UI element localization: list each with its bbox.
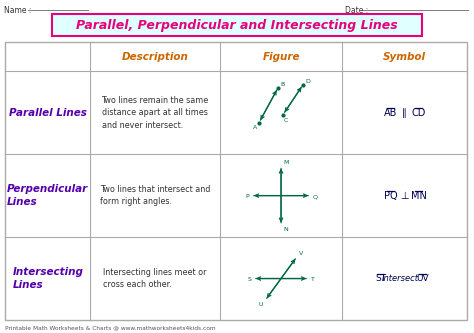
Text: Parallel Lines: Parallel Lines <box>9 108 87 118</box>
Text: U: U <box>258 302 263 307</box>
Text: Perpendicular
Lines: Perpendicular Lines <box>7 184 88 207</box>
Text: Two lines remain the same
distance apart at all times
and never intersect.: Two lines remain the same distance apart… <box>101 96 209 130</box>
Text: UV: UV <box>416 274 429 283</box>
Text: T: T <box>311 277 315 282</box>
Text: P: P <box>246 194 249 199</box>
Text: CD: CD <box>411 108 426 118</box>
Text: Two lines that intersect and
form right angles.: Two lines that intersect and form right … <box>100 185 210 206</box>
Text: C: C <box>284 118 288 123</box>
Text: V: V <box>299 250 303 255</box>
Text: MN: MN <box>410 190 427 200</box>
Text: A: A <box>253 125 257 130</box>
Text: D: D <box>305 79 310 84</box>
Text: Intersect: Intersect <box>382 274 419 283</box>
Text: Date :: Date : <box>345 6 368 15</box>
Text: Intersecting lines meet or
cross each other.: Intersecting lines meet or cross each ot… <box>103 268 207 289</box>
Text: B: B <box>280 82 284 87</box>
Text: AB: AB <box>384 108 397 118</box>
FancyBboxPatch shape <box>52 14 422 36</box>
Text: ∥: ∥ <box>402 108 407 118</box>
Text: M: M <box>283 160 288 165</box>
Text: Intersecting
Lines: Intersecting Lines <box>12 267 83 290</box>
Text: N: N <box>283 226 288 231</box>
Text: Description: Description <box>122 52 189 62</box>
Text: S: S <box>247 277 251 282</box>
Text: ST: ST <box>375 274 386 283</box>
Text: Name :: Name : <box>4 6 31 15</box>
Text: Printable Math Worksheets & Charts @ www.mathworksheets4kids.com: Printable Math Worksheets & Charts @ www… <box>5 325 216 330</box>
Text: ⊥: ⊥ <box>401 190 409 200</box>
Text: Figure: Figure <box>262 52 300 62</box>
Text: Symbol: Symbol <box>383 52 426 62</box>
Bar <box>5 42 467 320</box>
Text: Parallel, Perpendicular and Intersecting Lines: Parallel, Perpendicular and Intersecting… <box>76 19 398 32</box>
Text: Q: Q <box>313 194 318 199</box>
Text: PQ: PQ <box>384 190 397 200</box>
